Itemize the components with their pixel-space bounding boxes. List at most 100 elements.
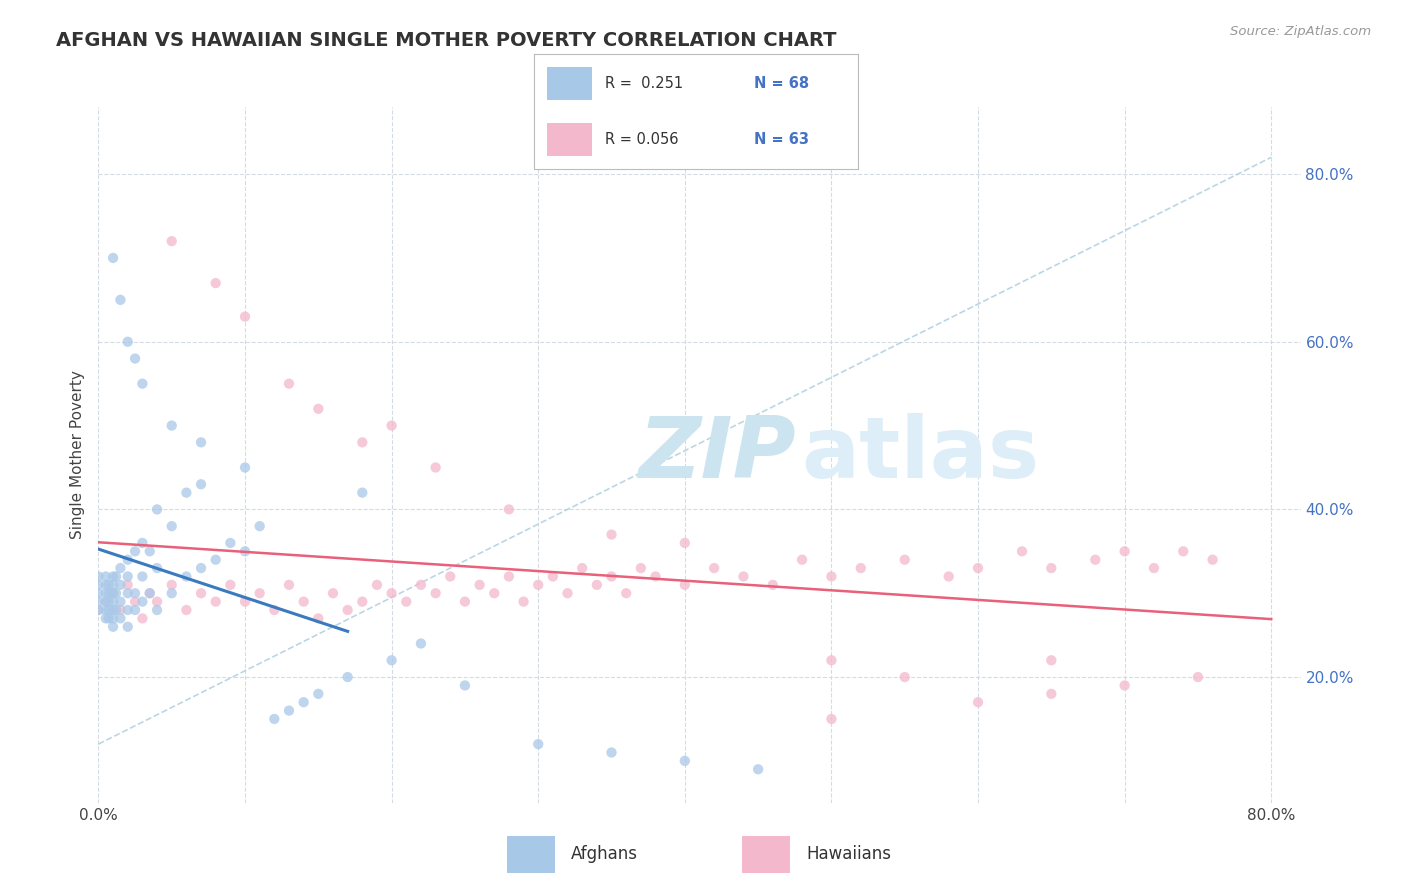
- Bar: [742, 836, 790, 872]
- Point: [600, 527, 623, 541]
- Point: [336, 603, 359, 617]
- Point: [94, 594, 117, 608]
- Point: [94, 578, 117, 592]
- Point: [1040, 653, 1063, 667]
- Bar: [547, 123, 592, 155]
- Point: [820, 712, 842, 726]
- Point: [233, 544, 256, 558]
- Point: [278, 376, 301, 391]
- Point: [131, 594, 153, 608]
- Point: [233, 594, 256, 608]
- Point: [381, 586, 404, 600]
- Point: [673, 754, 696, 768]
- Point: [1173, 544, 1195, 558]
- Point: [409, 578, 432, 592]
- Point: [454, 678, 477, 692]
- Point: [101, 251, 124, 265]
- Point: [1114, 544, 1136, 558]
- Text: N = 68: N = 68: [754, 76, 810, 91]
- Point: [292, 594, 315, 608]
- Point: [644, 569, 666, 583]
- Point: [893, 670, 915, 684]
- Point: [101, 569, 124, 583]
- Point: [110, 578, 132, 592]
- Point: [124, 586, 146, 600]
- Point: [673, 536, 696, 550]
- Point: [967, 561, 990, 575]
- Point: [614, 586, 637, 600]
- Bar: [547, 68, 592, 100]
- Point: [87, 578, 110, 592]
- Point: [1143, 561, 1166, 575]
- Point: [87, 603, 110, 617]
- Point: [322, 586, 344, 600]
- Point: [110, 611, 132, 625]
- Text: atlas: atlas: [801, 413, 1040, 497]
- Point: [87, 603, 110, 617]
- Point: [820, 653, 842, 667]
- Point: [336, 670, 359, 684]
- Point: [94, 611, 117, 625]
- Point: [204, 594, 226, 608]
- Point: [190, 435, 212, 450]
- Point: [249, 586, 271, 600]
- Point: [219, 578, 242, 592]
- Point: [94, 569, 117, 583]
- Point: [820, 569, 842, 583]
- Point: [176, 485, 198, 500]
- Point: [110, 293, 132, 307]
- Point: [101, 586, 124, 600]
- Point: [439, 569, 461, 583]
- Point: [893, 552, 915, 566]
- Point: [278, 578, 301, 592]
- Point: [630, 561, 652, 575]
- Point: [101, 611, 124, 625]
- Point: [87, 569, 110, 583]
- Point: [138, 544, 160, 558]
- Point: [101, 578, 124, 592]
- Point: [204, 276, 226, 290]
- Point: [263, 603, 285, 617]
- Point: [110, 594, 132, 608]
- Text: Afghans: Afghans: [571, 845, 638, 863]
- Point: [425, 460, 447, 475]
- Point: [117, 586, 139, 600]
- Point: [849, 561, 872, 575]
- Point: [967, 695, 990, 709]
- Point: [307, 611, 329, 625]
- Point: [101, 620, 124, 634]
- Point: [586, 578, 609, 592]
- Text: Hawaiians: Hawaiians: [806, 845, 891, 863]
- Point: [176, 569, 198, 583]
- Point: [425, 586, 447, 600]
- Point: [762, 578, 785, 592]
- Point: [278, 704, 301, 718]
- Point: [733, 569, 755, 583]
- Point: [790, 552, 813, 566]
- Point: [292, 695, 315, 709]
- Point: [352, 594, 374, 608]
- Point: [190, 586, 212, 600]
- Point: [160, 519, 183, 533]
- Point: [249, 519, 271, 533]
- Point: [160, 578, 183, 592]
- Point: [1201, 552, 1223, 566]
- Point: [233, 460, 256, 475]
- Point: [105, 603, 128, 617]
- Point: [498, 502, 520, 516]
- Point: [484, 586, 506, 600]
- Point: [307, 687, 329, 701]
- Point: [307, 401, 329, 416]
- Text: AFGHAN VS HAWAIIAN SINGLE MOTHER POVERTY CORRELATION CHART: AFGHAN VS HAWAIIAN SINGLE MOTHER POVERTY…: [56, 31, 837, 50]
- Point: [105, 569, 128, 583]
- Point: [1187, 670, 1209, 684]
- Point: [97, 611, 120, 625]
- Text: ZIP: ZIP: [638, 413, 796, 497]
- Point: [131, 569, 153, 583]
- Point: [527, 578, 550, 592]
- Point: [600, 569, 623, 583]
- Point: [233, 310, 256, 324]
- Point: [117, 569, 139, 583]
- Point: [600, 746, 623, 760]
- Point: [97, 594, 120, 608]
